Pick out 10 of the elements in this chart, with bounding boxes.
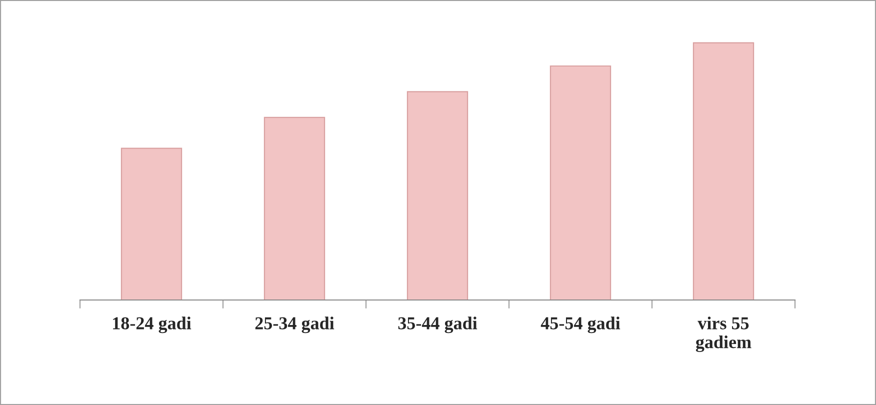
bar xyxy=(692,42,754,300)
x-tick-label: 25-34 gadi xyxy=(255,316,334,334)
bar xyxy=(550,65,612,300)
bar xyxy=(120,148,182,300)
bar xyxy=(406,91,468,300)
x-tick-label: 35-44 gadi xyxy=(398,316,478,334)
bar xyxy=(264,116,326,300)
x-tick-label: 45-54 gadi xyxy=(540,316,620,334)
x-tick-label: virs 55 gadiem xyxy=(696,316,752,352)
x-tick-label: 18-24 gadi xyxy=(113,316,192,334)
